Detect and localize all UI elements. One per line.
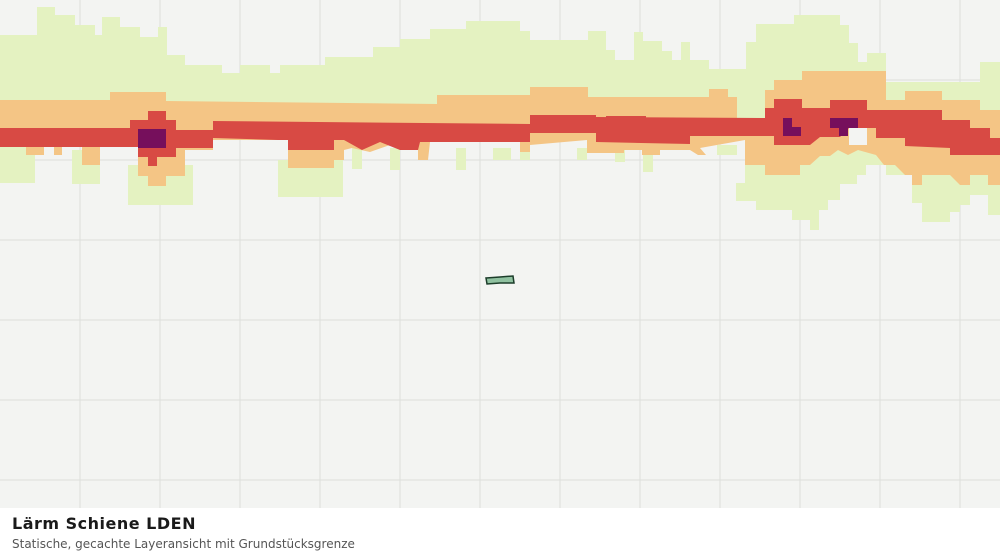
footer: Lärm Schiene LDEN Statische, gecachte La… — [0, 508, 1000, 560]
parcel-boundary — [485, 275, 515, 285]
noise-zone-high — [0, 99, 1000, 166]
layer-title: Lärm Schiene LDEN — [12, 514, 196, 533]
map — [0, 0, 1000, 508]
layer-subtitle: Statische, gecachte Layeransicht mit Gru… — [12, 537, 355, 551]
noise-zone-low — [0, 7, 1000, 230]
noise-zone-very-high — [138, 118, 858, 148]
noise-gap — [849, 128, 867, 145]
